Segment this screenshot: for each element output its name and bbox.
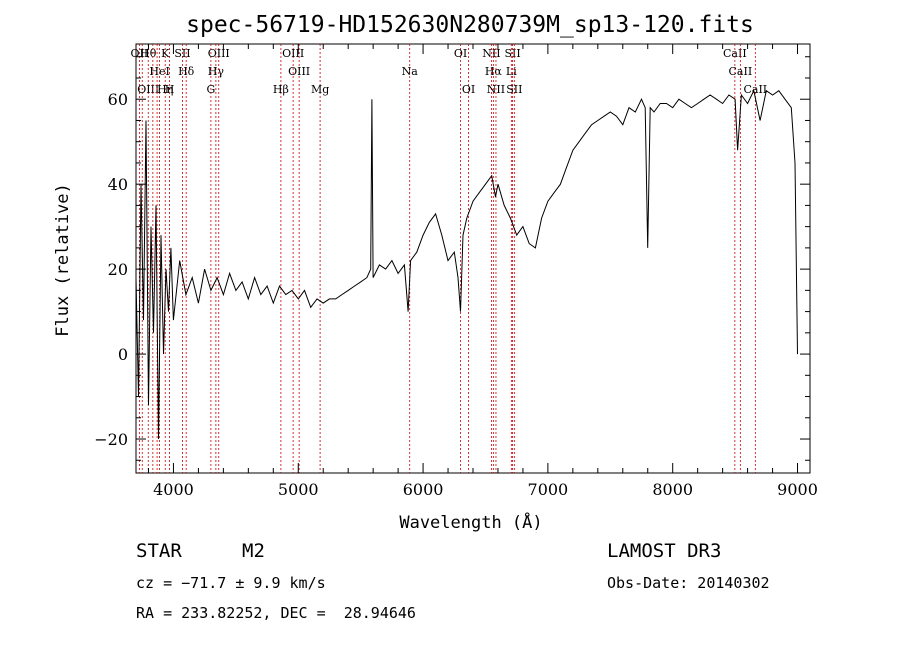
line-marker-label-bottom: Hβ: [273, 83, 289, 96]
line-marker-label-top: SII: [174, 47, 190, 60]
coordinates: RA = 233.82252, DEC = 28.94646: [136, 604, 416, 622]
redshift-cz: cz = −71.7 ± 9.9 km/s: [136, 574, 326, 592]
line-marker-label-bottom: Mg: [311, 83, 329, 96]
line-marker-label-top: CaII: [723, 47, 747, 60]
line-marker-label-top: CaII: [729, 65, 753, 78]
line-marker-label-top: Na: [402, 65, 419, 78]
subclass: M2: [242, 540, 265, 562]
line-marker-label-top: OIII: [282, 47, 304, 60]
line-marker-label-bottom: G: [206, 83, 215, 96]
line-marker-label-bottom: OIII: [137, 83, 159, 96]
line-marker-label-top: HeI: [149, 65, 169, 78]
line-marker-label-bottom: SII: [506, 83, 522, 96]
line-marker-label-top: Hγ: [208, 65, 225, 78]
x-tick-label: 9000: [777, 480, 818, 499]
survey-name: LAMOST DR3: [607, 540, 722, 562]
y-tick-label: 20: [108, 260, 128, 279]
line-marker-label-bottom: NII: [487, 83, 505, 96]
spectrum-line: [135, 89, 798, 440]
line-marker-label-top: Hα: [485, 65, 503, 78]
plot-frame: [135, 43, 811, 474]
x-tick-label: 8000: [652, 480, 693, 499]
line-marker-label-top: OII: [131, 47, 149, 60]
line-marker-label-top: Li: [506, 65, 517, 78]
x-axis-label: Wavelength (Å): [399, 511, 542, 533]
line-marker-label-bottom: CaII: [743, 83, 767, 96]
line-markers: OIIHθOIIIHeIKHηHSIIHδGHγOIIIHβOIIIOIIIMg…: [131, 44, 767, 473]
y-axis-label: Flux (relative): [53, 183, 73, 337]
y-tick-label: −20: [94, 430, 128, 449]
axis-ticks: 4000 5000 6000 7000 8000 9000 −20 0 20 40 60: [94, 44, 818, 499]
line-marker-label-top: OIII: [208, 47, 230, 60]
x-tick-label: 5000: [278, 480, 319, 499]
line-marker-label-top: OIII: [288, 65, 310, 78]
x-tick-label: 6000: [403, 480, 444, 499]
obs-date: Obs-Date: 20140302: [607, 574, 770, 592]
line-marker-label-top: Hδ: [178, 65, 195, 78]
y-tick-label: 40: [108, 175, 128, 194]
x-tick-label: 7000: [528, 480, 569, 499]
line-marker-label-top: OI: [454, 47, 467, 60]
line-marker-label-top: SII: [504, 47, 520, 60]
line-marker-label-top: K: [161, 47, 170, 60]
y-tick-label: 0: [118, 345, 128, 364]
chart-title: spec-56719-HD152630N280739M_sp13-120.fit…: [186, 12, 754, 38]
object-class: STAR: [136, 540, 182, 562]
x-tick-label: 4000: [153, 480, 194, 499]
line-marker-label-bottom: OI: [462, 83, 475, 96]
line-marker-label-bottom: H: [165, 83, 175, 96]
y-tick-label: 60: [108, 90, 128, 109]
